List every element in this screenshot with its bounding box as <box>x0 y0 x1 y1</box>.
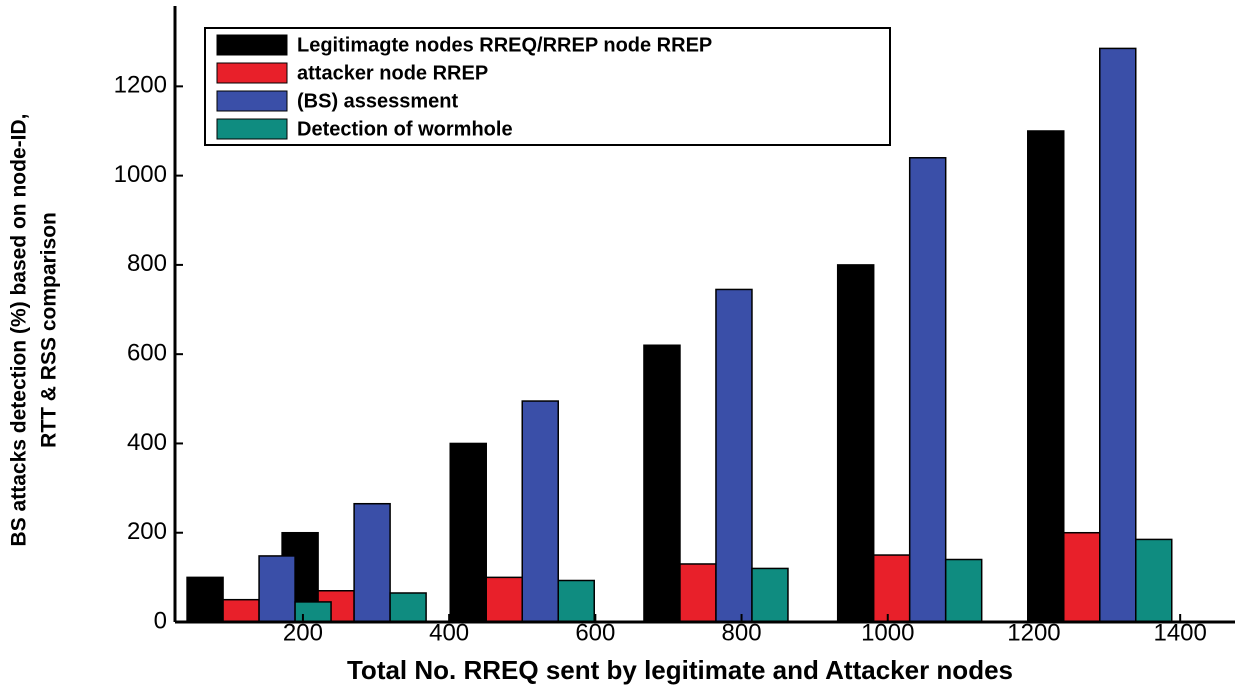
legend-label: (BS) assessment <box>297 90 459 112</box>
y-tick-label: 200 <box>127 518 167 545</box>
bar <box>521 400 559 623</box>
y-tick-label: 600 <box>127 340 167 367</box>
legend-label: attacker node RREP <box>297 62 488 84</box>
legend-swatch <box>216 34 288 56</box>
bar <box>353 502 391 623</box>
bar <box>1099 47 1137 623</box>
bar <box>908 157 947 623</box>
x-axis-title: Total No. RREQ sent by legitimate and At… <box>347 655 1013 685</box>
legend-swatch <box>216 90 288 112</box>
bar <box>679 563 717 623</box>
x-tick-label: 800 <box>722 619 762 646</box>
bar <box>836 264 875 623</box>
x-tick-label: 1200 <box>1007 619 1060 646</box>
y-tick-label: 1000 <box>114 161 167 188</box>
bar <box>186 576 224 623</box>
bar <box>449 442 487 623</box>
legend-box <box>204 27 891 146</box>
legend-label: Detection of wormhole <box>297 118 513 140</box>
bar <box>1063 531 1101 623</box>
bar <box>715 288 753 623</box>
bar <box>872 554 911 623</box>
bar <box>258 555 296 623</box>
x-tick-label: 400 <box>429 619 469 646</box>
legend-label: Legitimagte nodes RREQ/RREP node RREP <box>297 34 712 56</box>
x-tick-label: 1400 <box>1153 619 1206 646</box>
bar <box>751 567 789 623</box>
y-axis-title: BS attacks detection (%) based on node-I… <box>8 114 31 547</box>
bar <box>1027 130 1065 623</box>
y-tick-label: 800 <box>127 250 167 277</box>
y-axis-title: RTT & RSS comparison <box>38 212 61 448</box>
bar <box>222 598 260 623</box>
bar <box>485 576 523 623</box>
bar <box>944 558 983 623</box>
bar <box>557 579 595 623</box>
legend-swatch <box>216 118 288 140</box>
y-tick-label: 1200 <box>114 72 167 99</box>
x-tick-label: 200 <box>283 619 323 646</box>
bar <box>643 344 681 623</box>
bar <box>1135 538 1173 623</box>
x-tick-label: 600 <box>575 619 615 646</box>
legend-swatch <box>216 62 288 84</box>
y-tick-label: 400 <box>127 429 167 456</box>
bar <box>389 592 427 623</box>
y-tick-label: 0 <box>154 607 167 634</box>
x-tick-label: 1000 <box>861 619 914 646</box>
